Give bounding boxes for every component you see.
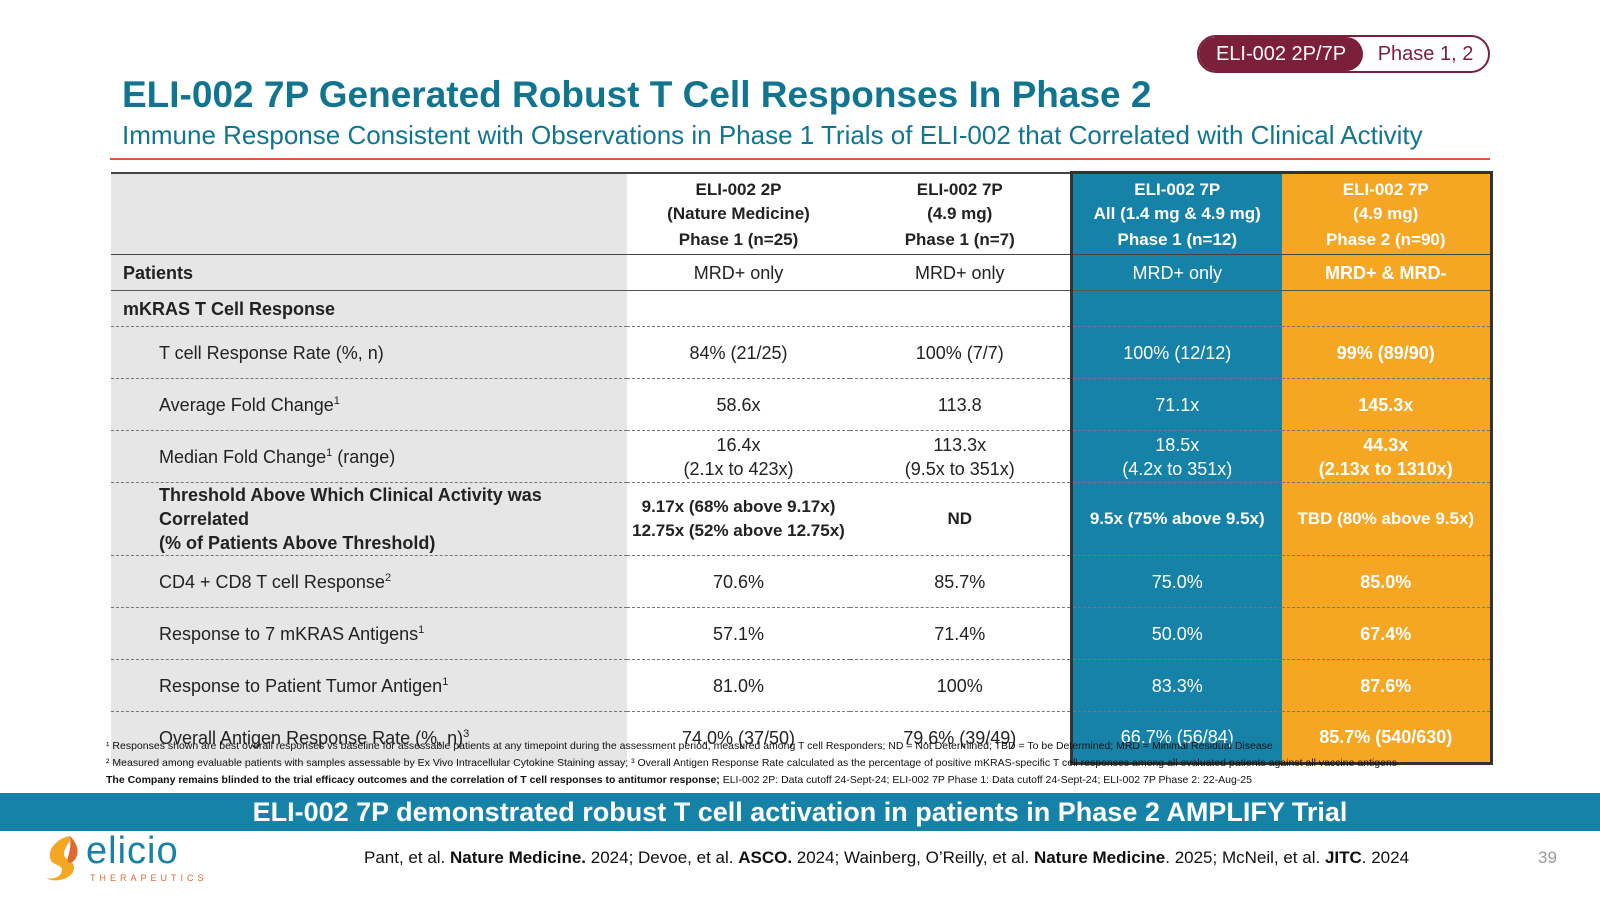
table-cell: 58.6x	[627, 378, 850, 431]
table-cell: 79.6% (39/49)	[903, 727, 1017, 748]
row-label: Patients	[111, 254, 627, 291]
table-row: Average Fold Change1 58.6x 113.8 71.1x 1…	[111, 378, 1493, 431]
table-cell: 85.7%	[850, 555, 1071, 608]
takeaway-banner: ELI-002 7P demonstrated robust T cell ac…	[0, 793, 1600, 831]
table-cell: ND	[850, 482, 1071, 556]
col-phase-2: Phase 1 (n=7)	[850, 226, 1071, 255]
table-cell: MRD+ only	[850, 254, 1071, 291]
title-divider	[110, 158, 1490, 160]
table-cell: 99% (89/90)	[1282, 326, 1493, 379]
table-cell: 100%	[850, 659, 1071, 712]
section-label: mKRAS T Cell Response	[111, 290, 627, 327]
col-phase-4: Phase 2 (n=90)	[1282, 226, 1493, 255]
logo-mark-icon	[46, 836, 78, 881]
footnote-1: ¹ Responses shown are best overall respo…	[106, 740, 1273, 752]
table-cell: MRD+ & MRD-	[1282, 254, 1493, 291]
col-header-3: ELI-002 7P All (1.4 mg & 4.9 mg)	[1069, 171, 1282, 227]
row-label: Threshold Above Which Clinical Activity …	[111, 482, 627, 556]
table-cell: 75.0%	[1069, 555, 1282, 608]
table-row: Patients MRD+ only MRD+ only MRD+ only M…	[111, 254, 1493, 291]
col-header-2: ELI-002 7P (4.9 mg)	[850, 171, 1071, 227]
slide-title: ELI-002 7P Generated Robust T Cell Respo…	[122, 74, 1152, 115]
table-cell: 113.8	[850, 378, 1071, 431]
table-cell: 74.0% (37/50)	[681, 727, 796, 748]
table-cell: 87.6%	[1282, 659, 1493, 712]
table-cell: 83.3%	[1069, 659, 1282, 712]
table-row: Response to 7 mKRAS Antigens1 57.1% 71.4…	[111, 607, 1493, 660]
table-cell: 113.3x (9.5x to 351x)	[850, 430, 1071, 483]
col-phase-3: Phase 1 (n=12)	[1069, 226, 1282, 255]
program-badge: ELI-002 2P/7P Phase 1, 2	[1197, 35, 1490, 73]
logo-wordmark: elicio	[86, 830, 179, 872]
col-header-1: ELI-002 2P (Nature Medicine)	[627, 171, 850, 227]
row-label: Median Fold Change1 (range)	[111, 430, 627, 483]
col-header-4: ELI-002 7P (4.9 mg)	[1282, 171, 1493, 227]
program-badge-name: ELI-002 2P/7P	[1199, 37, 1363, 71]
results-table: ELI-002 2P (Nature Medicine) ELI-002 7P (4…	[111, 171, 1493, 765]
header-blank	[111, 171, 627, 227]
table-cell: 67.4%	[1282, 607, 1493, 660]
table-row: T cell Response Rate (%, n) 84% (21/25) …	[111, 326, 1493, 379]
table-cell: TBD (80% above 9.5x)	[1282, 482, 1493, 556]
table-cell: 145.3x	[1282, 378, 1493, 431]
table-cell: 9.5x (75% above 9.5x)	[1069, 482, 1282, 556]
table-cell: 84% (21/25)	[627, 326, 850, 379]
page-number: 39	[1538, 848, 1557, 867]
table-cell: 9.17x (68% above 9.17x) 12.75x (52% above…	[627, 482, 850, 556]
row-label: Average Fold Change1	[111, 378, 627, 431]
footnote-2: ² Measured among evaluable patients with…	[106, 757, 1398, 769]
row-label: Response to Patient Tumor Antigen1	[111, 659, 627, 712]
table-cell: 50.0%	[1069, 607, 1282, 660]
table-cell: MRD+ only	[627, 254, 850, 291]
table-row: Response to Patient Tumor Antigen1 81.0%…	[111, 659, 1493, 712]
section-row: mKRAS T Cell Response	[111, 290, 1493, 327]
table-cell: 70.6%	[627, 555, 850, 608]
row-label: Overall Antigen Response Rate (%, n)3	[111, 711, 627, 764]
program-badge-phase: Phase 1, 2	[1377, 42, 1474, 65]
table-row: Overall Antigen Response Rate (%, n)3 74…	[111, 711, 1493, 765]
table-cell: 44.3x (2.13x to 1310x)	[1282, 430, 1493, 483]
table-row: CD4 + CD8 T cell Response2 70.6% 85.7% 7…	[111, 555, 1493, 608]
slide-subtitle: Immune Response Consistent with Observat…	[122, 120, 1423, 150]
table-cell: 85.7% (540/630)	[1282, 711, 1493, 765]
table-cell: 18.5x (4.2x to 351x)	[1069, 430, 1282, 483]
table-cell: 85.0%	[1282, 555, 1493, 608]
table-cell: 81.0%	[627, 659, 850, 712]
table-cell: 71.1x	[1069, 378, 1282, 431]
table-cell: 66.7% (56/84)	[1069, 711, 1282, 765]
row-label: Response to 7 mKRAS Antigens1	[111, 607, 627, 660]
threshold-row: Threshold Above Which Clinical Activity …	[111, 482, 1493, 556]
references: Pant, et al. Nature Medicine. 2024; Devo…	[364, 848, 1410, 867]
footnote-3: The Company remains blinded to the trial…	[106, 774, 1252, 786]
table-row: Median Fold Change1 (range) 16.4x (2.1x t…	[111, 430, 1493, 483]
row-label: T cell Response Rate (%, n)	[111, 326, 627, 379]
table-cell: 71.4%	[850, 607, 1071, 660]
table-cell: 16.4x (2.1x to 423x)	[627, 430, 850, 483]
logo-subtitle: THERAPEUTICS	[90, 873, 208, 883]
header-blank-2	[111, 226, 627, 255]
col-phase-1: Phase 1 (n=25)	[627, 226, 850, 255]
table-cell: 57.1%	[627, 607, 850, 660]
table-cell: 100% (12/12)	[1069, 326, 1282, 379]
row-label: CD4 + CD8 T cell Response2	[111, 555, 627, 608]
table-cell: 100% (7/7)	[850, 326, 1071, 379]
table-cell: MRD+ only	[1069, 254, 1282, 291]
company-logo: elicio THERAPEUTICS	[40, 830, 204, 890]
